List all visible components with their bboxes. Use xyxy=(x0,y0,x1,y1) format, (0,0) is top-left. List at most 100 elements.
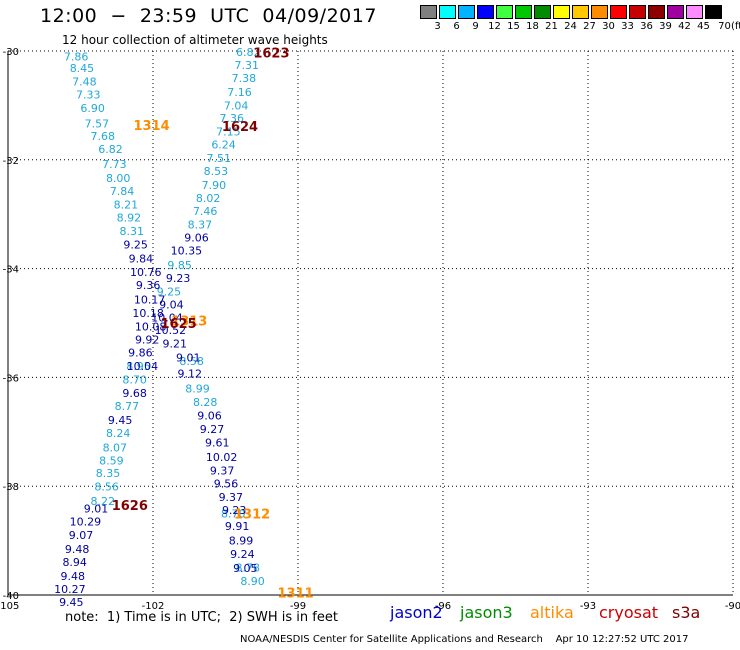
wave-height-value: 9.21 xyxy=(163,338,188,351)
y-tick-label: -34 xyxy=(3,265,19,276)
wave-height-value: 9.12 xyxy=(177,368,202,381)
color-scale-label: 3 xyxy=(434,21,441,32)
wave-height-value: 10.35 xyxy=(171,245,203,258)
color-scale-unit: (ft) xyxy=(730,21,740,32)
color-scale-label: 33 xyxy=(621,21,634,32)
wave-height-value: 7.33 xyxy=(76,89,101,102)
y-tick-label: -40 xyxy=(3,591,19,602)
wave-height-value: 9.68 xyxy=(122,387,147,400)
wave-height-value: 8.02 xyxy=(196,192,221,205)
wave-height-value: 9.92 xyxy=(135,333,160,346)
wave-height-value: 8.24 xyxy=(106,427,131,440)
wave-height-value: 9.37 xyxy=(219,491,244,504)
wave-height-value: 9.01 xyxy=(176,351,201,364)
wave-height-value: 9.37 xyxy=(210,464,235,477)
wave-height-value: 7.90 xyxy=(202,179,227,192)
wave-height-value: 8.35 xyxy=(96,467,121,480)
x-tick-label: -90 xyxy=(725,601,740,612)
wave-height-value: 8.37 xyxy=(188,219,213,232)
color-scale-label: 6 xyxy=(453,21,460,32)
wave-height-value: 9.45 xyxy=(108,414,133,427)
color-swatch xyxy=(534,5,551,19)
wave-height-value: 9.07 xyxy=(69,529,94,542)
wave-height-value: 7.48 xyxy=(72,75,97,88)
track-id-label: 1623 xyxy=(253,47,289,62)
wave-height-value: 6.24 xyxy=(211,139,236,152)
legend-altika: altika xyxy=(530,603,574,622)
track-id-label: 1624 xyxy=(222,120,258,135)
wave-height-value: 8.45 xyxy=(70,62,95,75)
footer-credit: NOAA/NESDIS Center for Satellite Applica… xyxy=(240,634,689,645)
wave-height-value: 9.86 xyxy=(128,346,153,359)
track-id-label: 1311 xyxy=(277,586,313,601)
legend-s3a: s3a xyxy=(672,603,701,622)
wave-height-value: 9.91 xyxy=(225,520,250,533)
wave-height-value: 9.36 xyxy=(136,279,161,292)
color-swatch xyxy=(610,5,627,19)
wave-height-value: 9.27 xyxy=(200,423,225,436)
wave-height-value: 7.57 xyxy=(85,117,110,130)
wave-height-value: 7.04 xyxy=(224,99,249,112)
color-scale-label: 27 xyxy=(583,21,596,32)
wave-height-value: 9.06 xyxy=(184,232,209,245)
x-tick-label: -99 xyxy=(290,601,306,612)
color-swatch xyxy=(591,5,608,19)
color-scale-label: 42 xyxy=(678,21,691,32)
color-swatch xyxy=(648,5,665,19)
track-id-label: 1314 xyxy=(133,119,169,134)
wave-height-value: 7.68 xyxy=(90,130,115,143)
wave-height-value: 6.82 xyxy=(98,143,123,156)
wave-height-value: 8.92 xyxy=(117,211,142,224)
color-swatch xyxy=(496,5,513,19)
track-id-label: 1312 xyxy=(234,507,270,522)
color-scale-label: 12 xyxy=(488,21,501,32)
color-swatch xyxy=(458,5,475,19)
wave-height-value: 7.51 xyxy=(206,152,231,165)
wave-height-value: 9.48 xyxy=(61,570,86,583)
wave-height-value: 9.25 xyxy=(123,239,148,252)
y-tick-label: -38 xyxy=(3,482,19,493)
color-swatch xyxy=(572,5,589,19)
y-tick-label: -32 xyxy=(3,156,19,167)
wave-height-value: 7.15 xyxy=(216,126,241,139)
legend-jason2: jason2 xyxy=(390,603,443,622)
wave-height-value: 8.70 xyxy=(221,507,246,520)
wave-height-value: 8.95 xyxy=(126,360,151,373)
color-swatch xyxy=(420,5,437,19)
color-scale-label: 18 xyxy=(526,21,539,32)
color-scale-label: 36 xyxy=(640,21,653,32)
color-swatch xyxy=(477,5,494,19)
color-swatch xyxy=(439,5,456,19)
wave-height-value: 9.45 xyxy=(59,596,84,609)
wave-height-value: 9.48 xyxy=(65,543,90,556)
legend-cryosat: cryosat xyxy=(599,603,659,622)
wave-height-value: 10.76 xyxy=(130,266,162,279)
track-id-label: 1313 xyxy=(171,314,207,329)
wave-height-value: 10.08 xyxy=(135,320,167,333)
wave-height-value: 9.85 xyxy=(167,259,192,272)
wave-height-value: 10.02 xyxy=(206,451,238,464)
wave-height-value: 8.70 xyxy=(122,374,147,387)
wave-height-value: 10.04 xyxy=(127,360,159,373)
wave-height-value: 9.25 xyxy=(157,285,182,298)
wave-height-value: 8.53 xyxy=(204,165,229,178)
wave-height-value: 8.00 xyxy=(106,172,131,185)
color-swatch xyxy=(515,5,532,19)
wave-height-value: 9.84 xyxy=(129,252,154,265)
footer-note: note: 1) Time is in UTC; 2) SWH is in fe… xyxy=(65,610,338,625)
wave-height-value: 8.31 xyxy=(119,225,144,238)
color-scale-label: 30 xyxy=(602,21,615,32)
color-swatch xyxy=(629,5,646,19)
wave-height-value: 8.21 xyxy=(114,198,139,211)
wave-height-value: 8.99 xyxy=(229,535,254,548)
wave-height-value: 9.04 xyxy=(159,299,184,312)
wave-height-value: 8.99 xyxy=(185,382,210,395)
wave-height-value: 7.84 xyxy=(110,185,135,198)
color-scale-label: 21 xyxy=(545,21,558,32)
color-swatch xyxy=(667,5,684,19)
track-id-label: 1626 xyxy=(112,499,148,514)
wave-height-value: 10.04 xyxy=(151,312,183,325)
wave-height-value: 7.73 xyxy=(102,158,127,171)
wave-height-value: 10.52 xyxy=(155,324,187,337)
